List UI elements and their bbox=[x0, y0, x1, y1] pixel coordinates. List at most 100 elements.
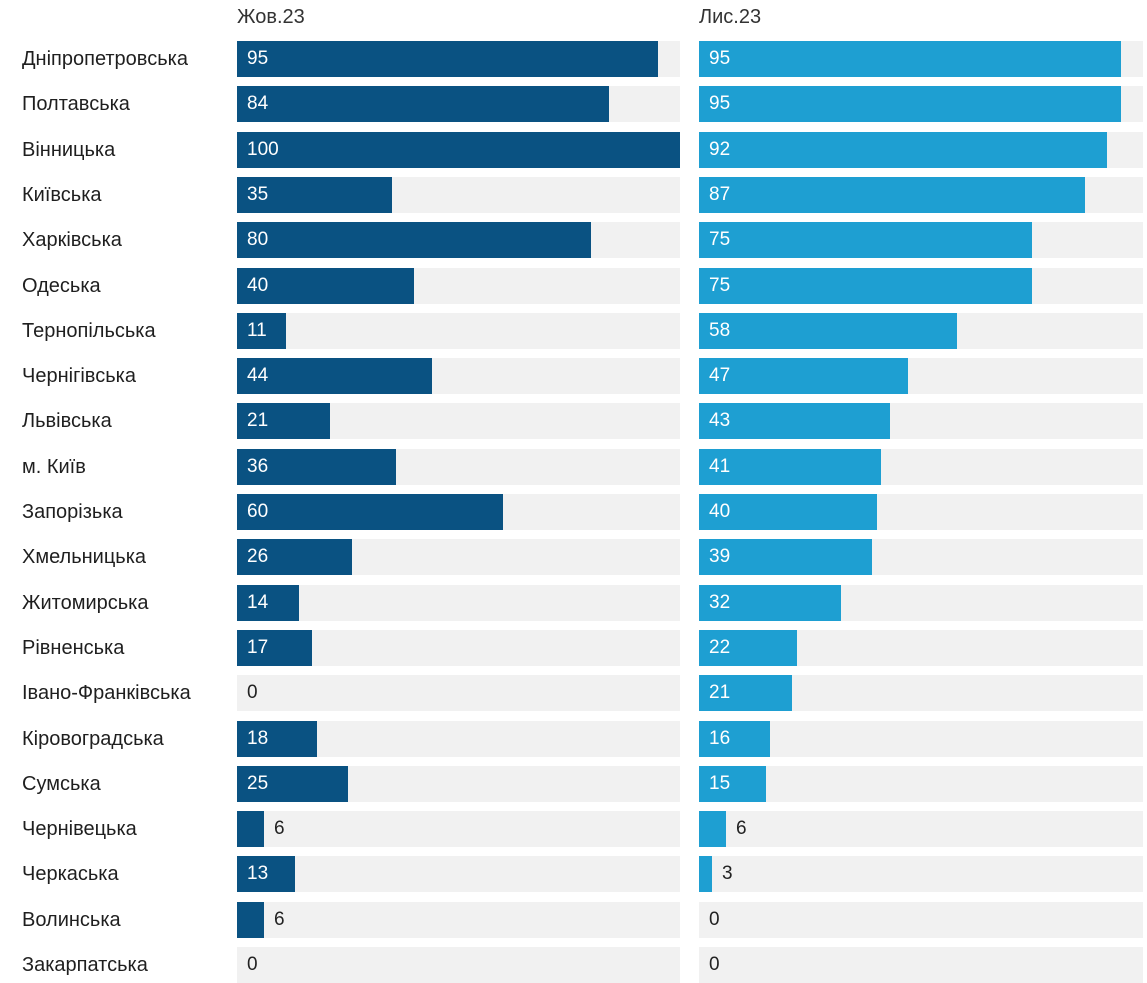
data-label: 6 bbox=[736, 818, 747, 840]
bar-track bbox=[699, 720, 1143, 757]
bar bbox=[237, 131, 680, 168]
bar bbox=[699, 675, 792, 712]
data-label: 40 bbox=[247, 274, 269, 296]
data-label: 0 bbox=[247, 954, 258, 975]
bar bbox=[237, 448, 396, 485]
category-label: Івано-Франківська bbox=[22, 682, 191, 705]
bar-track bbox=[237, 811, 680, 848]
data-label: 13 bbox=[247, 863, 269, 885]
data-label: 44 bbox=[247, 365, 269, 387]
category-label: м. Київ bbox=[22, 455, 86, 478]
bar bbox=[237, 720, 317, 757]
category-label: Тернопільська bbox=[22, 319, 156, 342]
bar bbox=[237, 811, 264, 848]
data-label: 36 bbox=[247, 455, 269, 477]
category-label: Кіровоградська bbox=[22, 727, 164, 750]
data-label: 80 bbox=[247, 229, 269, 251]
bar bbox=[237, 765, 348, 802]
data-label: 18 bbox=[247, 727, 269, 749]
bar bbox=[237, 901, 264, 938]
bar bbox=[699, 176, 1085, 213]
data-label: 43 bbox=[709, 410, 731, 432]
category-label: Житомирська bbox=[22, 591, 149, 614]
data-label: 0 bbox=[709, 954, 720, 975]
bar-track bbox=[237, 947, 680, 983]
data-label: 6 bbox=[274, 818, 285, 840]
bar-track bbox=[237, 856, 680, 893]
bar bbox=[237, 267, 414, 304]
data-label: 92 bbox=[709, 138, 731, 160]
data-label: 95 bbox=[709, 48, 731, 69]
bar bbox=[237, 629, 312, 666]
data-label: 21 bbox=[247, 410, 269, 432]
bar bbox=[699, 811, 726, 848]
category-label: Волинська bbox=[22, 908, 121, 931]
bar bbox=[699, 494, 877, 530]
data-label: 17 bbox=[247, 636, 269, 658]
bar bbox=[699, 539, 872, 576]
bar bbox=[699, 720, 770, 757]
category-label: Дніпропетровська bbox=[22, 48, 188, 70]
data-label: 47 bbox=[709, 365, 731, 387]
category-label: Закарпатська bbox=[22, 954, 148, 976]
category-label: Львівська bbox=[22, 410, 112, 433]
data-label: 14 bbox=[247, 591, 269, 613]
category-label: Черкаська bbox=[22, 863, 119, 886]
category-label: Київська bbox=[22, 183, 102, 206]
data-label: 0 bbox=[709, 908, 720, 930]
bar bbox=[237, 584, 299, 621]
bar bbox=[699, 267, 1032, 304]
bar-track bbox=[237, 312, 680, 349]
data-label: 0 bbox=[247, 682, 258, 704]
bar bbox=[237, 403, 330, 440]
category-label: Чернівецька bbox=[22, 818, 137, 841]
category-label: Сумська bbox=[22, 772, 101, 795]
bar bbox=[237, 856, 295, 893]
data-label: 39 bbox=[709, 546, 731, 568]
bar bbox=[237, 494, 503, 530]
data-label: 32 bbox=[709, 591, 731, 613]
bar bbox=[699, 584, 841, 621]
bar bbox=[237, 539, 352, 576]
category-label: Харківська bbox=[22, 229, 122, 252]
bar bbox=[699, 131, 1107, 168]
data-label: 6 bbox=[274, 908, 285, 930]
bar bbox=[237, 41, 658, 77]
bar bbox=[237, 312, 286, 349]
category-label: Чернігівська bbox=[22, 365, 136, 388]
bar-track bbox=[237, 584, 680, 621]
bar bbox=[699, 765, 766, 802]
bar-track bbox=[237, 675, 680, 712]
bar-track bbox=[699, 765, 1143, 802]
bar bbox=[699, 629, 797, 666]
bar bbox=[699, 86, 1121, 123]
data-label: 26 bbox=[247, 546, 269, 568]
data-label: 3 bbox=[722, 863, 733, 885]
category-label: Запорізька bbox=[22, 501, 123, 523]
bar bbox=[237, 86, 609, 123]
data-label: 35 bbox=[247, 183, 269, 205]
bar bbox=[699, 448, 881, 485]
data-label: 25 bbox=[247, 772, 269, 794]
bar bbox=[699, 358, 908, 395]
data-label: 95 bbox=[247, 48, 269, 69]
bar-track bbox=[699, 811, 1143, 848]
bar bbox=[699, 222, 1032, 259]
bar bbox=[237, 176, 392, 213]
data-label: 16 bbox=[709, 727, 731, 749]
data-label: 84 bbox=[247, 93, 269, 115]
data-label: 15 bbox=[709, 772, 731, 794]
bar-track bbox=[237, 901, 680, 938]
data-label: 58 bbox=[709, 319, 731, 341]
data-label: 41 bbox=[709, 455, 731, 477]
bar-track bbox=[699, 901, 1143, 938]
data-label: 87 bbox=[709, 183, 731, 205]
data-label: 40 bbox=[709, 501, 731, 522]
data-label: 95 bbox=[709, 93, 731, 115]
data-label: 75 bbox=[709, 229, 731, 251]
data-label: 60 bbox=[247, 501, 269, 522]
data-label: 75 bbox=[709, 274, 731, 296]
data-label: 21 bbox=[709, 682, 731, 704]
category-label: Хмельницька bbox=[22, 546, 147, 569]
